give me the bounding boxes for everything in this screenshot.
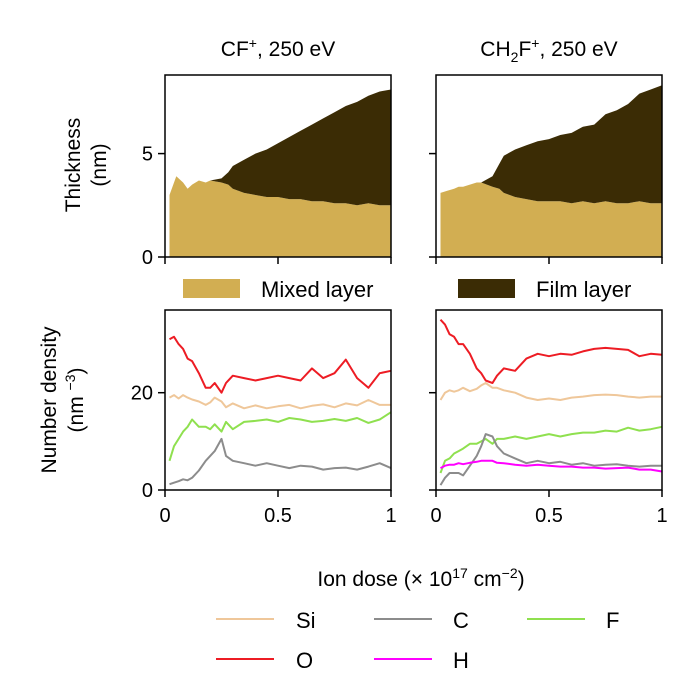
- line-legend: Si C F O H: [216, 608, 619, 673]
- x-tick-label: 0: [430, 505, 441, 527]
- legend-label-si: Si: [296, 608, 316, 633]
- legend-swatch-mixed-layer: [183, 279, 240, 298]
- axes-frame: [164, 309, 392, 491]
- panel-title-ch2f: CH2F+, 250 eV: [480, 35, 617, 65]
- legend-label-h: H: [453, 648, 469, 673]
- area-mixed-layer: [440, 182, 662, 257]
- thickness-panel-ch2f: [429, 74, 663, 264]
- x-tick-label: 1: [656, 505, 667, 527]
- area-mixed-layer: [169, 176, 391, 257]
- legend-label-film-layer: Film layer: [536, 277, 631, 302]
- line-o: [439, 319, 663, 384]
- ylabel-number-density: Number density: [38, 326, 61, 474]
- area-film-layer: [169, 89, 391, 206]
- thickness-panel-cf: 05: [142, 74, 392, 269]
- legend-swatch-film-layer: [458, 279, 515, 298]
- density-panel-cf: 0 20 0 0.5 1: [131, 309, 397, 527]
- line-h: [440, 459, 663, 473]
- y-tick-label: 20: [131, 383, 153, 405]
- line-c: [439, 433, 662, 486]
- x-tick-label: 0: [159, 505, 170, 527]
- line-c: [169, 437, 392, 486]
- y-tick-label: 0: [142, 480, 153, 502]
- x-tick-label: 0.5: [264, 505, 292, 527]
- line-f: [439, 425, 663, 474]
- density-panel-ch2f: 0 0.5 1: [429, 309, 668, 527]
- ylabel-thickness-unit: (nm): [88, 143, 111, 186]
- y-tick-label: 5: [142, 144, 153, 166]
- y-tick-label: 0: [142, 247, 153, 269]
- legend-label-f: F: [606, 608, 619, 633]
- line-si: [169, 394, 391, 410]
- area-legend: Mixed layer Film layer: [183, 277, 631, 302]
- x-tick-label: 1: [385, 505, 396, 527]
- legend-label-c: C: [453, 608, 469, 633]
- ylabel-number-density-unit: (nm −3): [62, 368, 88, 433]
- legend-label-mixed-layer: Mixed layer: [261, 277, 373, 302]
- legend-label-o: O: [296, 648, 313, 673]
- ylabel-thickness: Thickness: [62, 118, 85, 213]
- line-f: [168, 411, 392, 462]
- line-o: [169, 335, 392, 394]
- line-si: [439, 382, 662, 401]
- xlabel-ion-dose: Ion dose (× 1017 cm−2): [317, 565, 524, 591]
- panel-title-cf: CF+, 250 eV: [221, 35, 335, 61]
- area-film-layer: [440, 85, 662, 204]
- x-tick-label: 0.5: [535, 505, 563, 527]
